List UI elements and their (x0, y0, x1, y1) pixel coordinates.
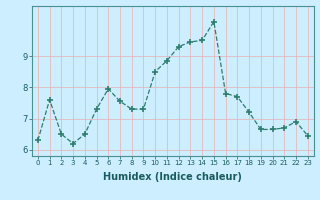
X-axis label: Humidex (Indice chaleur): Humidex (Indice chaleur) (103, 172, 242, 182)
